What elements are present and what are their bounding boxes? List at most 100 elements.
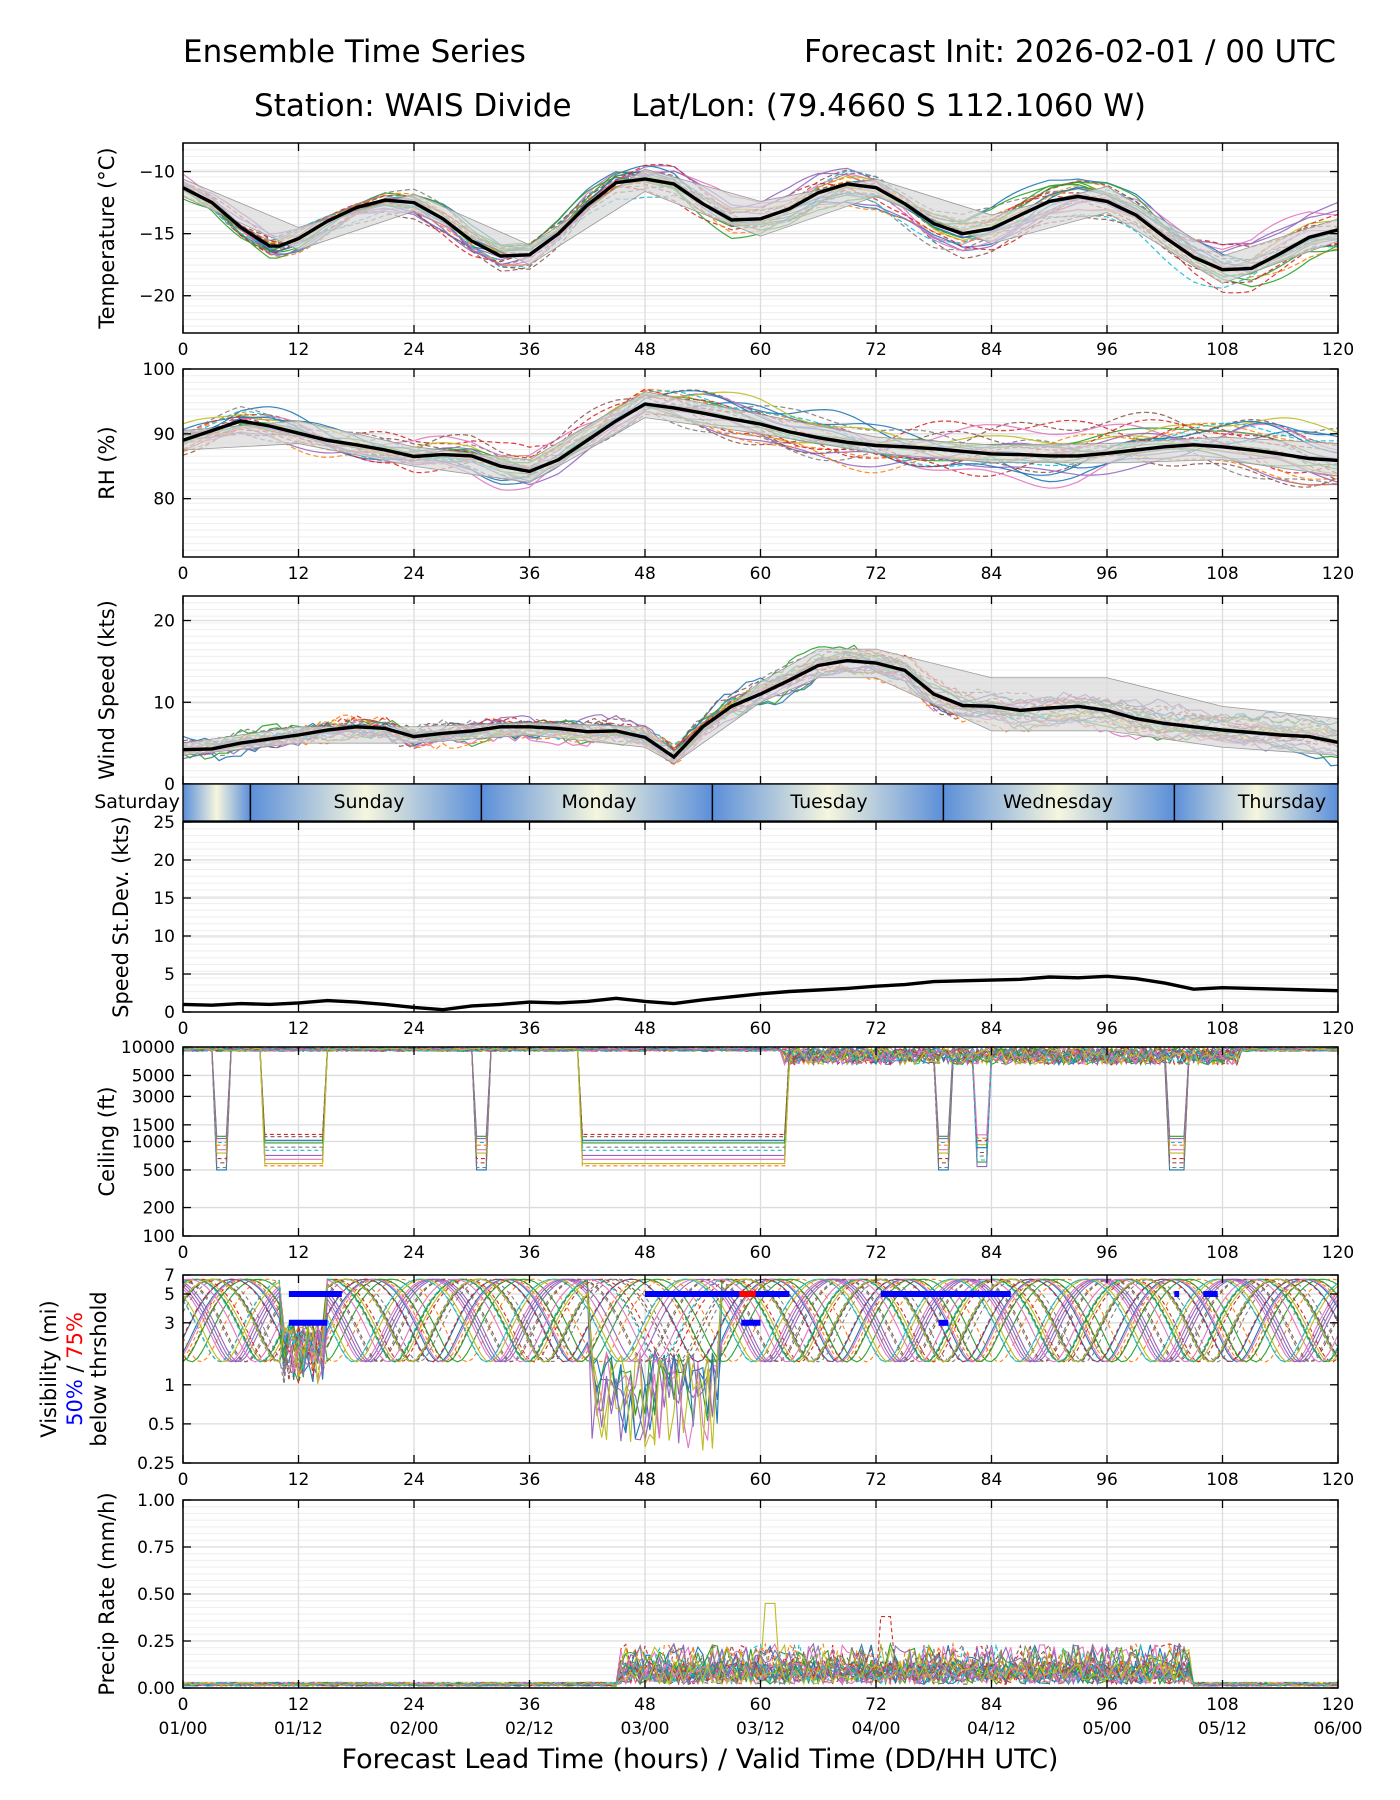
x-tick-label: 108 (1206, 1695, 1238, 1715)
y-tick-label: 100 (143, 1227, 175, 1247)
mean-line (183, 658, 1338, 760)
label-50pct: 50% (63, 1379, 87, 1426)
plot-area (183, 644, 1338, 767)
visibility-member-line (183, 1278, 1338, 1364)
y-tick-label: 0.25 (137, 1454, 175, 1474)
x-tick-label: 72 (865, 1019, 887, 1039)
x-tick-label: 60 (750, 564, 772, 584)
x-axis: 0 12 24 36 48 60 72 84 96 108 120 (178, 369, 1354, 584)
plot-area (183, 1278, 1338, 1451)
spread-band (183, 648, 1338, 765)
y-axis: 80 90 100 (143, 360, 1338, 510)
x-time-label: 05/12 (1198, 1719, 1247, 1739)
x-tick-label: 48 (634, 1695, 656, 1715)
x-tick-label: 96 (1096, 1470, 1118, 1490)
label-75pct: 75% (63, 1312, 87, 1359)
x-time-label: 01/12 (274, 1719, 323, 1739)
x-tick-label: 120 (1322, 340, 1354, 360)
x-tick-label: 0 (178, 1470, 189, 1490)
day-band: Saturday Sunday Monday Tuesday Wednesday Thur… (94, 783, 1339, 822)
visibility-member-line (183, 1278, 1338, 1451)
y-axis-label: Precip Rate (mm/h) (95, 1492, 119, 1695)
y-tick-label: 10 (153, 693, 175, 713)
x-tick-label: 84 (981, 340, 1003, 360)
x-tick-label: 72 (865, 564, 887, 584)
y-tick-label: −15 (139, 225, 175, 245)
ceiling-member-line (183, 1047, 1338, 1165)
y-tick-label: 1500 (132, 1116, 175, 1136)
x-tick-label: 48 (634, 1470, 656, 1490)
mean-line (183, 974, 1338, 1012)
y-axis-label: RH (%) (95, 426, 119, 499)
visibility-member-line (183, 1278, 1338, 1383)
x-tick-label: 108 (1206, 564, 1238, 584)
precip-member-line (183, 1660, 1338, 1687)
day-label: Tuesday (789, 791, 867, 813)
visibility-member-line (183, 1278, 1338, 1368)
day-segment (1174, 784, 1338, 821)
precip-member-line (183, 1660, 1338, 1687)
x-tick-label: 0 (178, 340, 189, 360)
y-tick-label: 0.25 (137, 1632, 175, 1652)
x-tick-label: 120 (1322, 564, 1354, 584)
x-tick-label: 72 (865, 1695, 887, 1715)
x-tick-label: 60 (750, 1470, 772, 1490)
x-tick-label: 84 (981, 1470, 1003, 1490)
x-axis: 0 12 24 36 48 60 72 84 96 108 120 (178, 1047, 1354, 1263)
x-tick-label: 120 (1322, 1019, 1354, 1039)
y-tick-label: 1.00 (137, 1491, 175, 1511)
x-tick-label: 0 (178, 1243, 189, 1263)
y-tick-label: 1 (164, 1376, 175, 1396)
y-tick-label: 0.5 (148, 1415, 175, 1435)
label-sep: / (63, 1359, 87, 1379)
x-tick-label: 12 (288, 1470, 310, 1490)
x-tick-label: 60 (750, 1695, 772, 1715)
visibility-member-line (183, 1278, 1338, 1378)
x-tick-label: 12 (288, 564, 310, 584)
visibility-member-line (183, 1278, 1338, 1373)
x-time-label: 04/12 (967, 1719, 1016, 1739)
precip-member-line (183, 1643, 1338, 1687)
y-tick-label: 0.50 (137, 1585, 175, 1605)
grid (182, 1499, 1339, 1689)
y-tick-label: 100 (143, 360, 175, 380)
x-time-label: 04/00 (852, 1719, 901, 1739)
x-time-label: 01/00 (159, 1719, 208, 1739)
y-tick-label: 0 (164, 775, 175, 795)
x-axis: 0 12 24 36 48 60 72 84 96 108 120 (178, 1275, 1354, 1490)
spread-band (183, 168, 1338, 284)
y-tick-label: 0.75 (137, 1538, 175, 1558)
x-tick-label: 36 (519, 564, 541, 584)
y-tick-label: 5 (164, 1285, 175, 1305)
x-tick-label: 36 (519, 1243, 541, 1263)
x-tick-label: 12 (288, 340, 310, 360)
x-tick-label: 24 (403, 340, 425, 360)
y-axis-label: Visibility (mi) (37, 1300, 61, 1437)
y-tick-label: 90 (153, 425, 175, 445)
y-tick-label: −10 (139, 163, 175, 183)
panel-1: −20 −15 −10 0 12 24 36 48 60 72 84 96 108 120 Temperat… (95, 142, 1354, 360)
y-axis-label-threshold: 50% / 75% (63, 1312, 87, 1426)
x-tick-label: 24 (403, 564, 425, 584)
y-tick-label: 15 (153, 889, 175, 909)
x-tick-label: 96 (1096, 1695, 1118, 1715)
x-tick-label: 24 (403, 1470, 425, 1490)
x-tick-label: 24 (403, 1019, 425, 1039)
x-tick-label: 36 (519, 340, 541, 360)
day-label: Thursday (1237, 791, 1326, 813)
chart-title: Ensemble Time Series (183, 34, 526, 70)
panel-4: Saturday Sunday Monday Tuesday Wednesday Thur… (94, 783, 1354, 1039)
visibility-member-line (183, 1278, 1338, 1372)
day-label: Saturday (94, 791, 180, 813)
y-tick-label: 80 (153, 490, 175, 510)
y-tick-label: 25 (153, 813, 175, 833)
forecast-init: Forecast Init: 2026-02-01 / 00 UTC (804, 34, 1336, 70)
x-tick-label: 120 (1322, 1470, 1354, 1490)
x-time-label: 02/12 (505, 1719, 554, 1739)
y-tick-label: −20 (139, 287, 175, 307)
station-name: Station: WAIS Divide (254, 88, 572, 124)
ensemble-member-line (183, 170, 1338, 289)
x-tick-label: 72 (865, 340, 887, 360)
